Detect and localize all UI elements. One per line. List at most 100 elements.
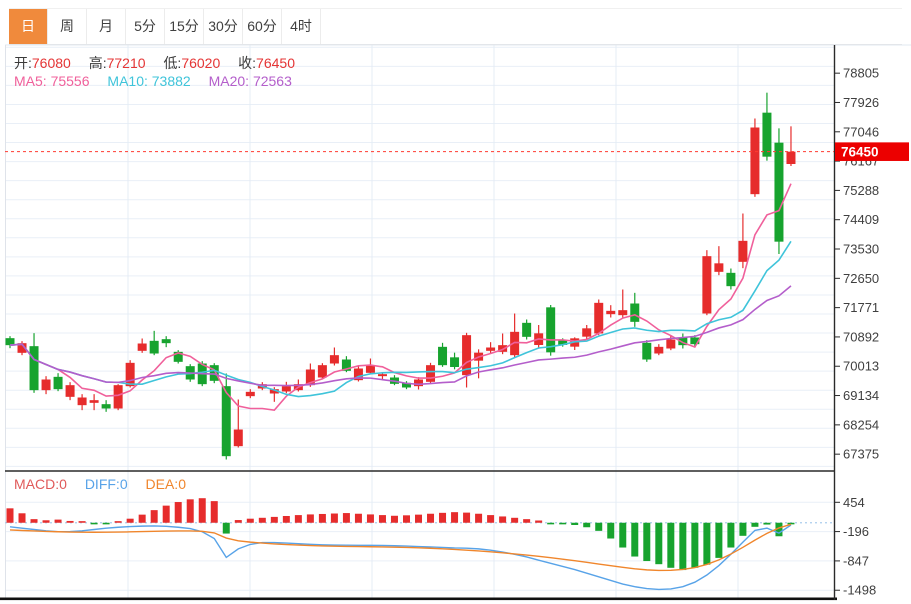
candle[interactable]	[450, 352, 460, 370]
candle[interactable]	[438, 342, 448, 367]
macd-bar	[330, 513, 338, 523]
candle[interactable]	[654, 344, 664, 356]
tab-month[interactable]: 月	[87, 9, 126, 44]
svg-text:69134: 69134	[843, 388, 879, 403]
macd-bar	[475, 513, 483, 523]
macd-bar	[535, 520, 543, 523]
candle[interactable]	[726, 268, 736, 290]
candle[interactable]	[414, 377, 424, 390]
candle[interactable]	[642, 340, 652, 362]
candle[interactable]	[29, 333, 39, 393]
candle[interactable]	[678, 333, 688, 349]
macd-bar	[451, 512, 459, 523]
candle[interactable]	[113, 384, 123, 411]
candle[interactable]	[786, 126, 796, 166]
ma20-line	[9, 285, 792, 387]
candle[interactable]	[534, 325, 544, 349]
candle[interactable]	[365, 358, 375, 375]
candlestick-series[interactable]	[5, 92, 796, 460]
candle[interactable]	[750, 118, 760, 197]
macd-bar	[366, 514, 374, 523]
tab-day[interactable]: 日	[9, 9, 48, 44]
macd-bar	[583, 522, 591, 528]
macd-bar	[571, 522, 579, 526]
candle[interactable]	[77, 394, 87, 411]
candle[interactable]	[666, 335, 676, 351]
macd-bar	[78, 521, 86, 523]
svg-text:-847: -847	[843, 553, 869, 568]
candle[interactable]	[702, 250, 712, 316]
last-price-value: 76450	[841, 144, 879, 159]
candle[interactable]	[149, 330, 159, 356]
candle[interactable]	[353, 366, 363, 382]
macd-bar	[619, 522, 627, 548]
macd-bar	[523, 519, 531, 523]
tab-60min[interactable]: 60分	[243, 9, 282, 44]
tab-4hour[interactable]: 4时	[282, 9, 321, 44]
candle[interactable]	[618, 289, 628, 318]
macd-bar	[691, 522, 699, 568]
svg-text:78805: 78805	[843, 66, 879, 81]
candle[interactable]	[582, 325, 592, 340]
macd-bar	[787, 522, 795, 525]
candle[interactable]	[101, 400, 111, 412]
candle[interactable]	[594, 299, 604, 336]
macd-panel[interactable]	[5, 498, 834, 591]
candle[interactable]	[221, 373, 231, 460]
candle[interactable]	[462, 332, 472, 388]
candle[interactable]	[41, 376, 51, 395]
diff-line	[9, 524, 792, 591]
macd-bar	[246, 518, 254, 523]
macd-readout: MACD:0 DIFF:0 DEA:0	[14, 476, 200, 492]
candle[interactable]	[426, 362, 436, 384]
candle[interactable]	[738, 213, 748, 269]
panel-borders	[0, 44, 911, 601]
candle[interactable]	[401, 381, 411, 390]
candle[interactable]	[233, 399, 243, 448]
tab-label: 15分	[169, 18, 199, 34]
candle[interactable]	[281, 381, 291, 394]
candle[interactable]	[486, 342, 496, 354]
tab-week[interactable]: 周	[48, 9, 87, 44]
candle[interactable]	[65, 382, 75, 401]
candle[interactable]	[774, 128, 784, 254]
candle[interactable]	[245, 389, 255, 399]
close-value: 76450	[256, 55, 295, 71]
tab-label: 30分	[208, 18, 238, 34]
candle[interactable]	[498, 333, 508, 355]
candle[interactable]	[546, 305, 556, 356]
candle[interactable]	[522, 319, 532, 340]
svg-text:74409: 74409	[843, 212, 879, 227]
candle[interactable]	[5, 336, 15, 349]
candle[interactable]	[762, 92, 772, 161]
candle[interactable]	[137, 338, 147, 353]
candle[interactable]	[53, 373, 63, 392]
candle[interactable]	[474, 349, 484, 379]
candle[interactable]	[89, 394, 99, 411]
macd-bar	[198, 498, 206, 523]
candle[interactable]	[630, 292, 640, 327]
candle[interactable]	[317, 363, 327, 380]
tab-30min[interactable]: 30分	[204, 9, 243, 44]
candle[interactable]	[209, 363, 219, 384]
candle[interactable]	[329, 347, 339, 366]
macd-bar	[90, 522, 98, 525]
svg-text:70013: 70013	[843, 359, 879, 374]
dea-line	[9, 523, 792, 572]
last-price-badge	[835, 142, 909, 161]
macd-bar	[174, 502, 182, 523]
y-axis-ticks: 7880577926770467616775288744097353072650…	[834, 66, 879, 598]
candle[interactable]	[714, 246, 724, 276]
candle[interactable]	[570, 337, 580, 350]
candle[interactable]	[510, 313, 520, 358]
macd-bar	[679, 522, 687, 571]
candle[interactable]	[606, 305, 616, 318]
tab-5min[interactable]: 5分	[126, 9, 165, 44]
macd-bar	[6, 508, 14, 523]
macd-bar	[354, 513, 362, 523]
candle[interactable]	[125, 360, 135, 388]
candle[interactable]	[161, 336, 171, 348]
macd-bar	[390, 515, 398, 523]
tab-15min[interactable]: 15分	[165, 9, 204, 44]
